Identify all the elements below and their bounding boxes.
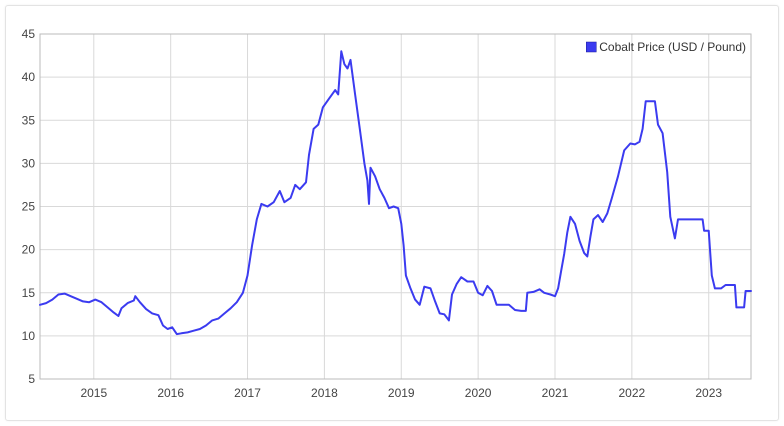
x-tick-label: 2015	[80, 386, 107, 400]
x-tick-label: 2016	[157, 386, 184, 400]
y-tick-label: 30	[22, 156, 36, 170]
x-tick-label: 2017	[234, 386, 261, 400]
y-tick-label: 20	[22, 243, 36, 257]
x-axis-ticks: 2015 2016 2017 2018 2019 2020 2021 2022 2023	[80, 386, 722, 400]
plot-area-border	[39, 33, 752, 380]
x-tick-label: 2022	[619, 386, 646, 400]
y-tick-label: 25	[22, 200, 36, 214]
chart-card	[5, 5, 779, 421]
y-tick-label: 5	[28, 372, 35, 386]
legend-swatch	[586, 41, 597, 53]
series-line	[39, 50, 752, 336]
y-tick-label: 15	[22, 286, 36, 300]
x-tick-label: 2018	[311, 386, 338, 400]
legend[interactable]: Cobalt Price (USD / Pound)	[586, 40, 746, 54]
x-tick-label: 2020	[465, 386, 492, 400]
x-tick-label: 2021	[542, 386, 569, 400]
x-tick-label: 2023	[695, 386, 722, 400]
y-axis-ticks: 5 10 15 20 25 30 35 40 45	[22, 27, 36, 386]
y-tick-label: 40	[22, 70, 36, 84]
y-tick-label: 45	[22, 27, 36, 41]
y-tick-label: 10	[22, 329, 36, 343]
x-tick-label: 2019	[388, 386, 415, 400]
series-layer	[39, 50, 752, 336]
legend-label: Cobalt Price (USD / Pound)	[599, 40, 746, 54]
y-tick-label: 35	[22, 113, 36, 127]
